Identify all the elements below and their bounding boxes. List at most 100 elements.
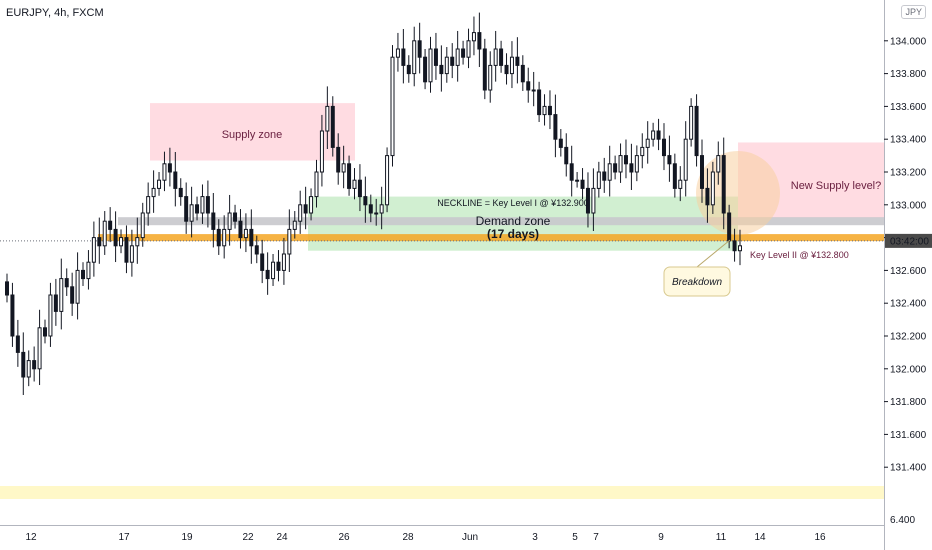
candle-body (580, 179, 585, 189)
demand-zone-title: Demand zone (476, 214, 551, 228)
candle-body (732, 240, 737, 252)
candle-body (32, 360, 37, 370)
candle-body (233, 212, 238, 222)
candle-body (330, 105, 335, 148)
candle-body (81, 269, 86, 280)
candle-body (140, 212, 145, 239)
last-price-tag[interactable] (885, 233, 932, 248)
candle-body (97, 237, 102, 247)
candle-body (249, 228, 254, 247)
candle-body (151, 187, 156, 198)
candle-body (281, 253, 286, 271)
candle-body (260, 253, 265, 271)
candle-body (689, 105, 694, 140)
candle-body (618, 155, 623, 173)
candle-body (547, 105, 552, 116)
candle-body (656, 130, 661, 140)
candle-body (645, 138, 650, 148)
candle-body (146, 196, 151, 214)
candle-body (716, 155, 721, 173)
candle-body (678, 179, 683, 189)
candle-body (189, 204, 194, 222)
currency-badge[interactable]: JPY (901, 5, 926, 19)
candle-body (493, 48, 498, 66)
candle-body (423, 56, 428, 83)
candle-body (124, 237, 129, 263)
time-axis-label: 17 (118, 532, 130, 543)
candle-body (385, 155, 390, 206)
candle-body (75, 269, 80, 304)
candle-body (461, 48, 466, 58)
candle-body (184, 196, 189, 222)
supply-zone-label: Supply zone (222, 129, 283, 141)
candle-body (91, 237, 96, 263)
candle-body (564, 146, 569, 165)
last-price-tag-text: 03:42:00 (890, 236, 929, 247)
candle-body (672, 163, 677, 189)
candle-body (15, 335, 20, 353)
candle-body (325, 105, 330, 132)
candle-body (607, 163, 612, 181)
candle-body (537, 89, 542, 116)
symbol-title: EURJPY, 4h, FXCM (6, 7, 104, 19)
time-axis-label: 26 (338, 532, 350, 543)
bottom-highlight-band (0, 486, 884, 499)
price-axis-label: 131.800 (890, 397, 927, 408)
candle-body (162, 163, 167, 181)
candle-body (575, 179, 580, 182)
price-axis-label: 133.800 (890, 69, 927, 80)
candle-body (482, 48, 487, 91)
time-axis-label: 3 (532, 532, 538, 543)
candle-body (26, 360, 31, 378)
candle-body (585, 187, 590, 214)
candle-body (738, 245, 742, 252)
candle-body (721, 155, 726, 214)
candle-body (455, 48, 460, 66)
neckline-band (118, 217, 884, 226)
candle-body (705, 187, 710, 206)
candle-body (129, 245, 134, 263)
candle-body (667, 155, 672, 165)
candle-body (108, 220, 113, 230)
demand-zone-duration: (17 days) (487, 227, 539, 241)
candle-body (238, 220, 243, 239)
candle-body (591, 187, 596, 214)
time-axis-label: 7 (593, 532, 599, 543)
candle-body (471, 32, 476, 42)
price-axis-label: 132.600 (890, 266, 927, 277)
candle-body (395, 48, 400, 58)
price-axis-label: 132.200 (890, 332, 927, 343)
price-axis-label: 131.600 (890, 430, 927, 441)
candle-body (167, 163, 172, 173)
candle-body (553, 114, 558, 140)
candle-body (357, 179, 362, 198)
candle-body (319, 130, 324, 173)
candle-body (347, 163, 352, 189)
candle-body (683, 138, 688, 181)
candle-body (254, 245, 259, 255)
time-axis-label: 16 (814, 532, 826, 543)
time-axis-label: 12 (25, 532, 37, 543)
candle-body (173, 171, 178, 189)
candle-body (113, 228, 118, 247)
candle-body (298, 204, 303, 222)
candle-body (222, 228, 227, 247)
candle-body (374, 212, 379, 215)
candle-body (406, 64, 411, 75)
candle-body (699, 155, 704, 189)
candle-body (412, 40, 417, 75)
candle-body (341, 163, 346, 173)
breakdown-callout-box (663, 266, 731, 297)
time-axis-label: 19 (181, 532, 193, 543)
candle-body (287, 228, 292, 255)
breakdown-label: Breakdown (672, 277, 722, 288)
candle-body (119, 237, 124, 247)
candle-body (59, 278, 64, 312)
price-axis-label: 132.400 (890, 299, 927, 310)
candle-body (515, 56, 520, 66)
price-axis-label: 131.400 (890, 463, 927, 474)
candle-body (70, 286, 75, 304)
candle-body (444, 56, 449, 75)
candle-body (526, 81, 531, 91)
